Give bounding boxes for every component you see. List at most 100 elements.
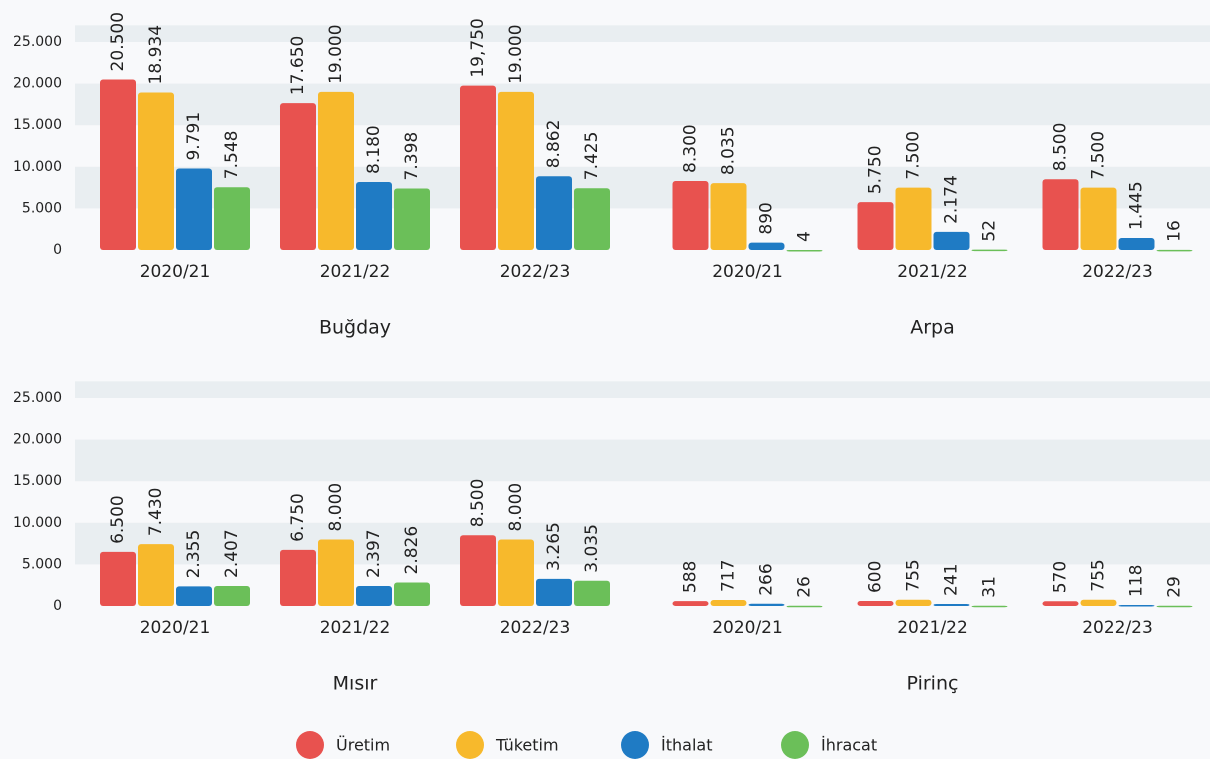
bar — [748, 242, 785, 250]
grid-band — [75, 381, 640, 398]
bar — [895, 599, 932, 606]
y-tick-label: 20.000 — [13, 76, 62, 92]
bar — [1156, 605, 1193, 608]
x-tick-label: 2020/21 — [712, 618, 783, 638]
y-tick-label: 0 — [53, 598, 62, 614]
value-label: 600 — [866, 561, 886, 593]
x-tick-label: 2021/22 — [897, 262, 968, 282]
bar — [214, 187, 250, 250]
bar — [1042, 179, 1079, 250]
value-label: 118 — [1127, 565, 1147, 597]
bar — [710, 183, 747, 250]
value-label: 2.355 — [184, 530, 204, 579]
value-label: 6.750 — [288, 493, 308, 542]
bar — [280, 549, 316, 606]
bar — [356, 586, 392, 606]
bar — [672, 601, 709, 606]
grid-band — [75, 25, 640, 42]
value-label: 9.791 — [184, 112, 204, 161]
bar — [460, 85, 496, 251]
grid-band — [640, 25, 1210, 42]
x-tick-label: 2020/21 — [140, 618, 211, 638]
bar — [574, 188, 610, 250]
value-label: 7.398 — [402, 132, 422, 181]
value-label: 890 — [757, 202, 777, 234]
bar — [138, 92, 174, 250]
value-label: 19.000 — [506, 24, 526, 83]
bar — [933, 231, 970, 250]
x-tick-label: 2022/23 — [1082, 618, 1153, 638]
value-label: 755 — [904, 559, 924, 591]
bar — [176, 168, 212, 250]
y-tick-label: 15.000 — [13, 473, 62, 489]
value-label: 29 — [1165, 576, 1185, 598]
bar — [1080, 187, 1117, 250]
x-tick-label: 2022/23 — [1082, 262, 1153, 282]
bar — [672, 180, 709, 250]
y-tick-label: 25.000 — [13, 34, 62, 50]
legend-label: İthalat — [661, 736, 712, 755]
bar — [100, 79, 136, 250]
y-tick-label: 10.000 — [13, 159, 62, 175]
bar — [138, 544, 174, 606]
value-label: 5.750 — [866, 145, 886, 194]
legend-label: İhracat — [821, 736, 877, 755]
value-label: 570 — [1051, 561, 1071, 593]
x-tick-label: 2021/22 — [320, 618, 391, 638]
x-tick-label: 2021/22 — [320, 262, 391, 282]
y-tick-label: 5.000 — [22, 556, 62, 572]
y-tick-label: 10.000 — [13, 515, 62, 531]
value-label: 2.826 — [402, 526, 422, 575]
value-label: 755 — [1089, 559, 1109, 591]
value-label: 6.500 — [108, 495, 128, 544]
panel-title: Mısır — [333, 673, 378, 695]
value-label: 8.500 — [468, 479, 488, 528]
value-label: 1.445 — [1127, 181, 1147, 230]
value-label: 19,750 — [468, 18, 488, 77]
bar — [318, 539, 354, 606]
bar — [971, 249, 1008, 252]
value-label: 4 — [795, 231, 815, 242]
value-label: 8.862 — [544, 120, 564, 169]
value-label: 8.300 — [681, 124, 701, 173]
bar — [100, 551, 136, 606]
grid-band — [640, 83, 1210, 126]
y-tick-label: 15.000 — [13, 117, 62, 133]
value-label: 8.500 — [1051, 123, 1071, 172]
bar — [1156, 249, 1193, 252]
bar — [536, 176, 572, 250]
bar — [933, 603, 970, 606]
value-label: 2.407 — [222, 529, 242, 578]
bar — [971, 605, 1008, 608]
bar — [1118, 237, 1155, 250]
value-label: 3.265 — [544, 522, 564, 571]
bar — [176, 586, 212, 606]
value-label: 52 — [980, 220, 1000, 242]
value-label: 18.934 — [146, 25, 166, 84]
bar — [498, 91, 534, 250]
bar — [710, 600, 747, 606]
x-tick-label: 2020/21 — [712, 262, 783, 282]
value-label: 717 — [719, 560, 739, 592]
legend-label: Üretim — [336, 736, 390, 755]
value-label: 8.180 — [364, 125, 384, 174]
legend-swatch — [456, 731, 484, 759]
bar — [857, 601, 894, 606]
y-tick-label: 20.000 — [13, 432, 62, 448]
value-label: 26 — [795, 576, 815, 598]
bar — [460, 535, 496, 606]
y-tick-label: 25.000 — [13, 390, 62, 406]
grid-band — [75, 439, 640, 482]
x-tick-label: 2022/23 — [500, 262, 571, 282]
value-label: 20.500 — [108, 12, 128, 71]
value-label: 7.425 — [582, 132, 602, 181]
panel-title: Arpa — [910, 317, 955, 339]
value-label: 266 — [757, 563, 777, 595]
bar — [318, 91, 354, 250]
bar — [536, 578, 572, 606]
value-label: 17.650 — [288, 36, 308, 95]
value-label: 7.500 — [904, 131, 924, 180]
value-label: 31 — [980, 576, 1000, 598]
bar — [1118, 605, 1155, 607]
